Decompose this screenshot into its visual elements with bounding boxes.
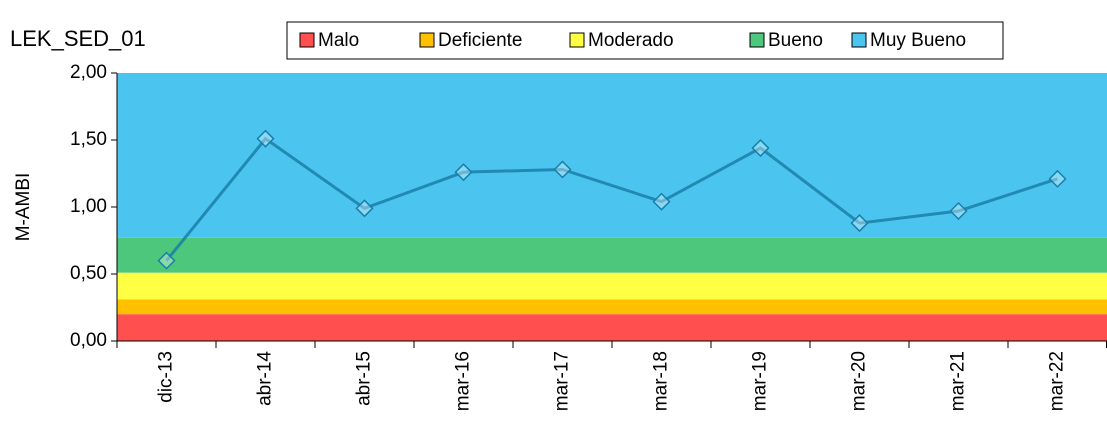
y-tick-label: 1,00 [70, 196, 107, 217]
legend-label: Malo [318, 30, 359, 51]
legend-label: Moderado [588, 30, 674, 51]
x-tick-label: mar-16 [453, 351, 474, 411]
legend [286, 21, 1004, 60]
data-point [256, 129, 275, 148]
legend-swatch [749, 32, 765, 48]
x-tick-label: mar-18 [651, 351, 672, 411]
quality-band [117, 237, 1107, 273]
data-point [1048, 169, 1067, 188]
legend-label: Bueno [768, 30, 823, 51]
quality-band [117, 314, 1107, 341]
data-point [850, 214, 869, 233]
series-line [165, 136, 1058, 262]
y-tick-label: 1,50 [70, 129, 107, 150]
data-point [652, 192, 671, 211]
y-tick-label: 0,50 [70, 263, 107, 284]
legend-swatch [299, 32, 315, 48]
legend-swatch [569, 32, 585, 48]
quality-band [117, 73, 1107, 238]
y-tick-label: 0,00 [70, 330, 107, 351]
quality-band [117, 272, 1107, 300]
legend-label: Muy Bueno [870, 30, 966, 51]
quality-band [117, 299, 1107, 315]
x-tick-label: abr-14 [255, 351, 276, 406]
x-tick-label: mar-17 [552, 351, 573, 411]
x-tick-label: dic-13 [156, 351, 177, 403]
chart-title: LEK_SED_01 [10, 26, 146, 51]
legend-swatch [851, 32, 867, 48]
legend-swatch [419, 32, 435, 48]
data-point [553, 160, 572, 179]
data-point [751, 138, 770, 158]
y-axis-label: M-AMBI [13, 173, 34, 242]
data-point [949, 201, 968, 221]
x-tick-label: mar-20 [849, 351, 870, 411]
legend-label: Deficiente [438, 30, 523, 51]
x-tick-label: abr-15 [354, 351, 375, 406]
data-point [355, 199, 374, 218]
y-tick-label: 2,00 [70, 62, 107, 83]
x-tick-label: mar-19 [750, 351, 771, 411]
data-point [157, 251, 176, 270]
x-tick-label: mar-22 [1047, 351, 1068, 411]
x-tick-label: mar-21 [948, 351, 969, 411]
data-point [454, 163, 473, 182]
